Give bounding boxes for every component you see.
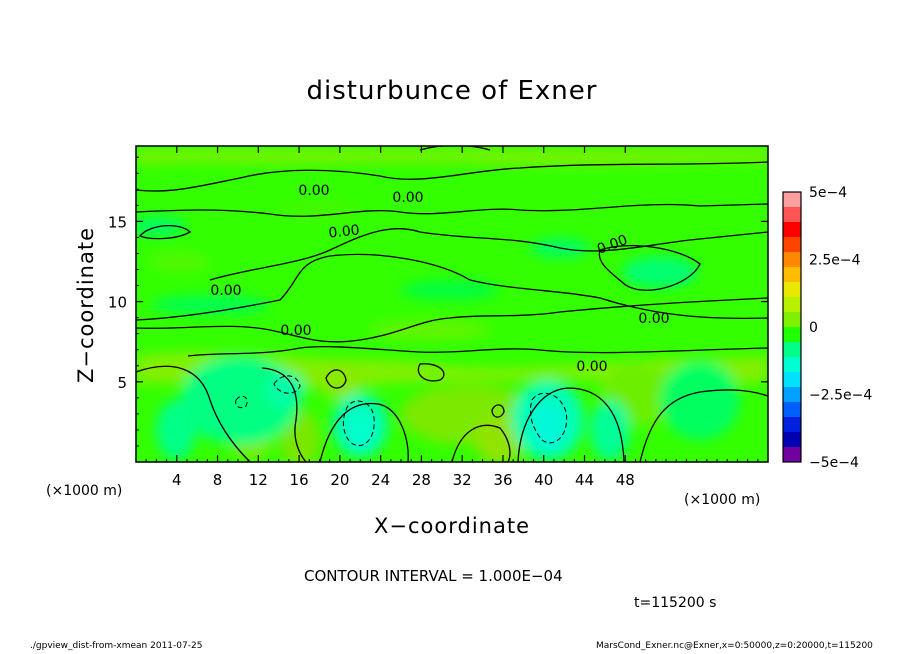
colorbar-swatch [783, 207, 801, 223]
contour-label: 0.00 [298, 183, 329, 199]
contour-label: 0.00 [392, 190, 423, 206]
x-tick-label: 40 [534, 471, 553, 489]
negative-contour-lines [235, 375, 568, 447]
colorbar-tick-label: 2.5e−4 [809, 253, 861, 269]
colorbar-swatch [783, 297, 801, 313]
chart-title: disturbunce of Exner [306, 76, 598, 106]
colorbar-frame [782, 191, 802, 463]
x-tick-label: 16 [290, 471, 309, 489]
colorbar-swatch [783, 372, 801, 388]
contour-label: 0.00 [638, 311, 669, 327]
colorbar-tick-label: −2.5e−4 [809, 388, 872, 404]
x-axis-label: X−coordinate [374, 514, 530, 538]
x-tick-label: 28 [412, 471, 431, 489]
x-tick-label: 44 [575, 471, 594, 489]
time-label: t=115200 s [634, 595, 717, 611]
y-tick-label: 10 [108, 294, 127, 312]
colorbar-swatch [783, 222, 801, 238]
y-tick-label: 5 [117, 374, 127, 392]
x-tick-label: 48 [616, 471, 635, 489]
x-unit-label-left: (×1000 m) [46, 483, 123, 499]
colorbar-swatch [783, 432, 801, 448]
contour-lines [136, 146, 768, 462]
colorbar-swatch [783, 237, 801, 253]
colorbar-swatch [783, 357, 801, 373]
x-tick-label: 8 [213, 471, 223, 489]
contour-label: 0.00 [210, 283, 241, 299]
contour-label: 0.00 [328, 222, 361, 241]
colorbar-swatch [783, 387, 801, 403]
colorbar-swatch [783, 417, 801, 433]
x-unit-label-right: (×1000 m) [684, 492, 761, 508]
colorbar-swatch [783, 402, 801, 418]
footer-left-text: ./gpview_dist-from-xmean 2011-07-25 [30, 641, 203, 651]
footer-right-text: MarsCond_Exner.nc@Exner,x=0:50000,z=0:20… [596, 641, 873, 651]
colorbar-swatch [783, 342, 801, 358]
colorbar-swatch [783, 252, 801, 268]
contour-interval-text: CONTOUR INTERVAL = 1.000E−04 [304, 567, 563, 585]
colorbar-swatch [783, 267, 801, 283]
x-tick-label: 12 [249, 471, 268, 489]
field-fill [136, 146, 768, 462]
colorbar-tick-label: 5e−4 [809, 185, 847, 201]
colorbar-swatch [783, 192, 801, 208]
y-tick-label: 15 [108, 213, 127, 231]
x-tick-label: 24 [371, 471, 390, 489]
colorbar-swatch [783, 312, 801, 328]
colorbar: 5e−4 2.5e−4 0 −2.5e−4 −5e−4 [782, 185, 872, 471]
colorbar-swatch [783, 327, 801, 343]
colorbar-swatch [783, 282, 801, 298]
contour-label: 0.00 [576, 359, 607, 375]
contour-label: 0.00 [280, 323, 311, 339]
x-tick-label: 20 [330, 471, 349, 489]
colorbar-swatch [783, 447, 801, 463]
x-tick-label: 32 [453, 471, 472, 489]
x-tick-label: 36 [493, 471, 512, 489]
colorbar-tick-label: 0 [809, 320, 818, 336]
y-axis-label: Z−coordinate [74, 227, 98, 383]
x-tick-label: 4 [172, 471, 182, 489]
colorbar-tick-label: −5e−4 [809, 455, 859, 471]
